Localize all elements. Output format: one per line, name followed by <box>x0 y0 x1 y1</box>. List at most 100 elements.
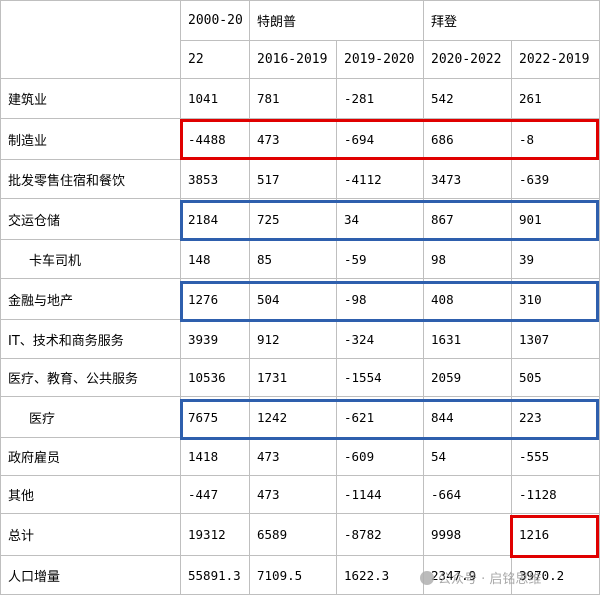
row-value: 686 <box>423 118 513 160</box>
row-value: 844 <box>423 396 513 438</box>
row-value: -1144 <box>335 475 425 514</box>
row-label: IT、技术和商务服务 <box>0 319 181 359</box>
row-value: -664 <box>423 475 513 514</box>
table-row: 医疗、教育、公共服务 10536 1731 -1554 2059 505 <box>0 358 600 397</box>
row-value: 310 <box>511 278 600 320</box>
row-value: 19312 <box>180 513 250 556</box>
row-value: 517 <box>249 159 337 199</box>
row-label: 政府雇员 <box>0 437 181 476</box>
watermark-text: 公众号 · 启铭思维 <box>438 572 542 587</box>
table-row: 总计 19312 6589 -8782 9998 1216 <box>0 513 600 556</box>
header-period: 2020-2022 <box>423 40 513 79</box>
row-value: -1554 <box>335 358 425 397</box>
row-value: -4112 <box>335 159 425 199</box>
row-value: 542 <box>423 78 513 119</box>
table-row: 医疗 7675 1242 -621 844 223 <box>0 396 600 438</box>
header-period: 2019-2020 <box>335 40 425 79</box>
table-row: 交运仓储 2184 725 34 867 901 <box>0 198 600 240</box>
table-row: 政府雇员 1418 473 -609 54 -555 <box>0 437 600 476</box>
row-value: 7675 <box>180 396 250 438</box>
row-label: 金融与地产 <box>0 278 181 320</box>
header-period-top: 2000-20 <box>180 0 250 41</box>
table-row: 卡车司机 148 85 -59 98 39 <box>0 239 600 279</box>
table-row: 人口增量 55891.3 7109.5 1622.3 2347.9 3970.2 <box>0 555 600 595</box>
row-value: 1631 <box>423 319 513 359</box>
row-value: -281 <box>335 78 425 119</box>
row-value: -639 <box>511 159 600 199</box>
row-value: 1622.3 <box>335 555 425 595</box>
row-label: 其他 <box>0 475 181 514</box>
row-value: -555 <box>511 437 600 476</box>
row-value: 725 <box>249 198 337 240</box>
row-value: 408 <box>423 278 513 320</box>
row-value: 781 <box>249 78 337 119</box>
row-value: 473 <box>249 475 337 514</box>
row-value: 1216 <box>511 513 600 556</box>
row-value: 2184 <box>180 198 250 240</box>
table-row: 其他 -447 473 -1144 -664 -1128 <box>0 475 600 514</box>
row-value: 1242 <box>249 396 337 438</box>
row-value: 7109.5 <box>249 555 337 595</box>
row-value: 98 <box>423 239 513 279</box>
header-period: 2016-2019 <box>249 40 337 79</box>
row-value: 505 <box>511 358 600 397</box>
header-group-trump: 特朗普 <box>248 0 425 41</box>
row-label: 总计 <box>0 513 181 556</box>
row-value: 54 <box>423 437 513 476</box>
row-label: 医疗 <box>0 396 181 438</box>
row-value: 85 <box>249 239 337 279</box>
row-value: 1041 <box>180 78 250 119</box>
row-value: 2059 <box>423 358 513 397</box>
row-value: -324 <box>335 319 425 359</box>
row-value: 473 <box>249 118 337 160</box>
row-value: 55891.3 <box>180 555 250 595</box>
row-label: 人口增量 <box>0 555 181 595</box>
row-value: 1307 <box>511 319 600 359</box>
table-row: 建筑业 1041 781 -281 542 261 <box>0 78 600 119</box>
row-label: 交运仓储 <box>0 198 181 240</box>
row-value: 3939 <box>180 319 250 359</box>
row-label: 批发零售住宿和餐饮 <box>0 159 181 199</box>
row-value: -59 <box>335 239 425 279</box>
row-value: 504 <box>249 278 337 320</box>
header-group-biden: 拜登 <box>423 0 600 41</box>
row-value: 261 <box>511 78 600 119</box>
row-value: 9998 <box>423 513 513 556</box>
table-row: 金融与地产 1276 504 -98 408 310 <box>0 278 600 320</box>
row-value: -694 <box>335 118 425 160</box>
row-value: -621 <box>335 396 425 438</box>
table-row: 制造业 -4488 473 -694 686 -8 <box>0 118 600 160</box>
row-value: 1276 <box>180 278 250 320</box>
row-value: -98 <box>335 278 425 320</box>
row-value: 34 <box>335 198 425 240</box>
row-value: -4488 <box>180 118 250 160</box>
row-value: -609 <box>335 437 425 476</box>
row-value: 6589 <box>249 513 337 556</box>
row-value: 1418 <box>180 437 250 476</box>
row-label: 卡车司机 <box>0 239 181 279</box>
row-label: 制造业 <box>0 118 181 160</box>
row-value: -8 <box>511 118 600 160</box>
row-value: 39 <box>511 239 600 279</box>
row-value: -8782 <box>335 513 425 556</box>
row-value: 912 <box>249 319 337 359</box>
header-corner <box>0 0 181 79</box>
row-value: 901 <box>511 198 600 240</box>
row-value: -1128 <box>511 475 600 514</box>
row-value: -447 <box>180 475 250 514</box>
table-row: IT、技术和商务服务 3939 912 -324 1631 1307 <box>0 319 600 359</box>
watermark: 公众号 · 启铭思维 <box>420 568 541 587</box>
wechat-icon <box>420 571 434 585</box>
row-value: 867 <box>423 198 513 240</box>
row-value: 3853 <box>180 159 250 199</box>
header-period-bottom: 22 <box>180 40 250 79</box>
table-row: 批发零售住宿和餐饮 3853 517 -4112 3473 -639 <box>0 159 600 199</box>
row-value: 223 <box>511 396 600 438</box>
row-value: 148 <box>180 239 250 279</box>
header-period: 2022-2019 <box>511 40 600 79</box>
row-value: 473 <box>249 437 337 476</box>
row-label: 建筑业 <box>0 78 181 119</box>
row-label: 医疗、教育、公共服务 <box>0 358 181 397</box>
row-value: 10536 <box>180 358 250 397</box>
